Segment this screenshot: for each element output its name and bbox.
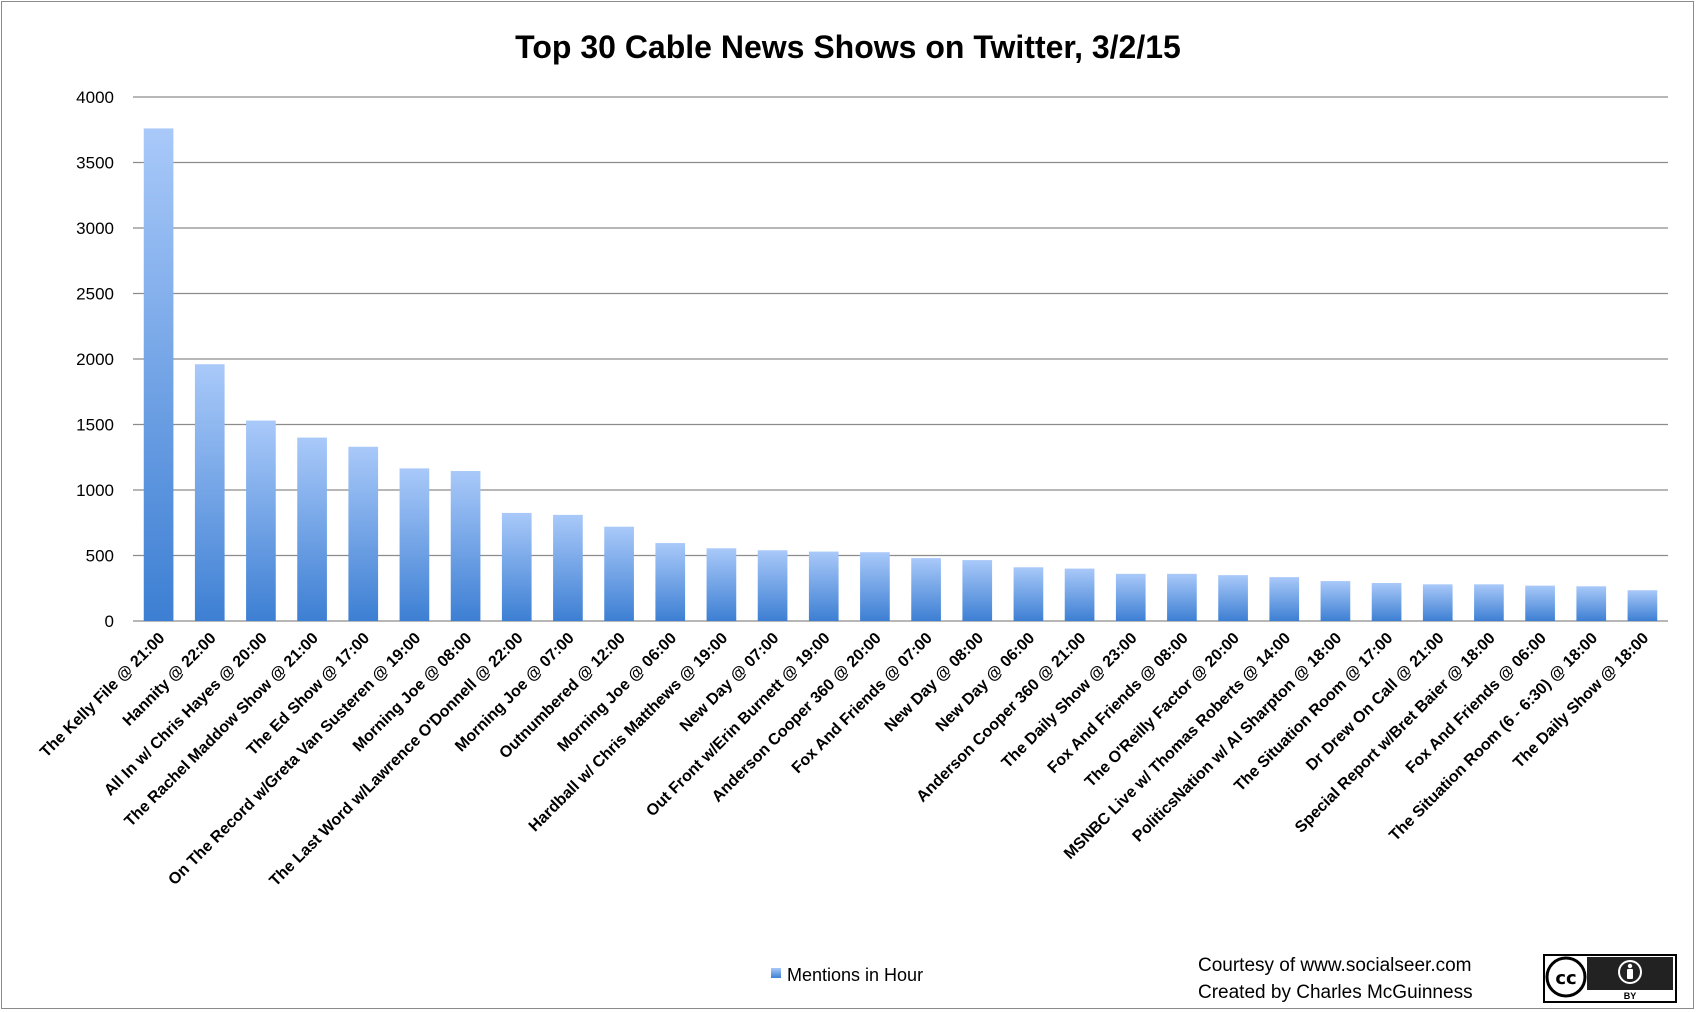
cc-by-label: BY <box>1624 991 1637 1001</box>
legend-label: Mentions in Hour <box>787 965 923 985</box>
x-tick-label: New Day @ 07:00 <box>677 630 783 736</box>
svg-text:cc: cc <box>1555 968 1576 989</box>
bar <box>399 468 430 621</box>
y-tick-label: 2000 <box>76 350 114 369</box>
bar <box>194 364 225 621</box>
cc-license-badge: BY cc <box>1543 954 1677 1003</box>
x-tick-label: The Rachel Maddow Show @ 21:00 <box>122 630 322 830</box>
bar <box>297 437 327 621</box>
y-tick-label: 2500 <box>76 285 114 304</box>
credits: Courtesy of www.socialseer.com Created b… <box>1198 955 1473 1003</box>
bar <box>655 543 686 621</box>
bar <box>604 526 634 621</box>
bar <box>911 558 941 621</box>
bar <box>757 550 788 621</box>
bar <box>1269 577 1300 621</box>
bar <box>962 560 993 621</box>
bar <box>246 420 276 621</box>
bar <box>1064 568 1095 621</box>
x-tick-label: New Day @ 08:00 <box>882 630 988 736</box>
y-tick-label: 1000 <box>76 481 114 500</box>
bar <box>1218 575 1248 621</box>
bar <box>1320 581 1351 621</box>
bar <box>1474 584 1504 621</box>
gridlines <box>133 96 1668 622</box>
y-tick-label: 3500 <box>76 154 114 173</box>
credit-line-2: Created by Charles McGuinness <box>1198 982 1473 1003</box>
x-tick-label: Hannity @ 22:00 <box>120 630 220 730</box>
bar <box>501 512 532 621</box>
bar <box>143 128 174 621</box>
creative-commons-icon: cc <box>1545 956 1587 998</box>
bar <box>1167 573 1197 621</box>
bar <box>450 471 481 621</box>
y-tick-label: 500 <box>86 547 114 566</box>
bar <box>1627 590 1658 621</box>
attribution-person-icon <box>1618 960 1642 984</box>
chart-title: Top 30 Cable News Shows on Twitter, 3/2/… <box>515 29 1181 65</box>
bar <box>348 446 379 621</box>
credit-line-1: Courtesy of www.socialseer.com <box>1198 955 1472 976</box>
y-tick-label: 0 <box>105 612 114 631</box>
bar <box>860 552 890 621</box>
bar <box>706 548 737 621</box>
bar <box>1013 567 1044 621</box>
bar <box>553 514 583 621</box>
y-axis-ticks: 0 500 1000 1500 2000 2500 3000 3500 4000 <box>76 88 114 631</box>
y-tick-label: 4000 <box>76 88 114 107</box>
legend: Mentions in Hour <box>771 965 923 985</box>
bars <box>143 128 1658 621</box>
legend-swatch <box>771 968 781 978</box>
x-tick-label: Out Front w/Erin Burnett @ 19:00 <box>643 630 833 820</box>
bar <box>1422 584 1453 621</box>
bar <box>1115 573 1146 621</box>
bar <box>1576 586 1607 621</box>
bar <box>808 551 839 621</box>
bar <box>1525 585 1555 621</box>
bar <box>1371 583 1402 621</box>
x-tick-label: New Day @ 06:00 <box>933 630 1039 736</box>
y-tick-label: 3000 <box>76 219 114 238</box>
y-tick-label: 1500 <box>76 416 114 435</box>
